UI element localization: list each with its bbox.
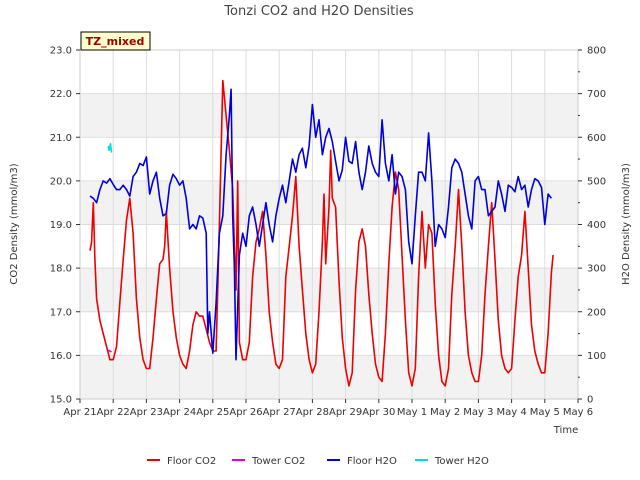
chart-title: Tonzi CO2 and H2O Densities — [223, 4, 414, 19]
y-right-tick-label: 800 — [587, 46, 606, 57]
y-left-tick-label: 18.0 — [50, 264, 72, 275]
x-tick-label: Apr 26 — [229, 407, 262, 418]
legend: Floor CO2 Tower CO2 Floor H2O Tower H2O — [147, 456, 489, 467]
y-left-tick-label: 17.0 — [50, 307, 72, 318]
y-left-tick-label: 15.0 — [50, 395, 72, 406]
y-right-tick-label: 200 — [587, 307, 606, 318]
y-left-tick-label: 19.0 — [50, 220, 72, 231]
x-tick-label: May 3 — [463, 407, 493, 418]
x-axis-label: Time — [553, 425, 578, 436]
series-lines — [89, 79, 554, 387]
x-tick-label: May 1 — [397, 407, 427, 418]
y-left-tick-label: 21.0 — [50, 133, 72, 144]
y-right-tick-label: 700 — [587, 89, 606, 100]
x-tick-label: Apr 30 — [362, 407, 395, 418]
plot-band — [80, 268, 578, 312]
plot-band — [80, 50, 578, 94]
annotation-box: TZ_mixed — [80, 31, 151, 51]
x-tick-label: Apr 24 — [163, 407, 196, 418]
x-tick-label: Apr 27 — [263, 407, 296, 418]
plot-band — [80, 355, 578, 399]
x-tick-label: May 2 — [430, 407, 460, 418]
y-left-tick-label: 16.0 — [50, 351, 72, 362]
y-right-tick-label: 100 — [587, 351, 606, 362]
x-tick-label: May 5 — [530, 407, 560, 418]
y-right-tick-label: 0 — [587, 395, 593, 406]
x-tick-label: Apr 29 — [329, 407, 362, 418]
x-tick-label: Apr 23 — [130, 407, 163, 418]
legend-label-floor-co2: Floor CO2 — [167, 456, 216, 467]
series-line-tower-h2o — [107, 143, 113, 153]
x-tick-label: May 6 — [563, 407, 593, 418]
y-right-tick-label: 500 — [587, 176, 606, 187]
legend-label-floor-h2o: Floor H2O — [347, 456, 397, 467]
y-right-tick-label: 300 — [587, 264, 606, 275]
plot-band — [80, 311, 578, 356]
x-tick-label: Apr 21 — [63, 407, 96, 418]
y-right-tick-label: 400 — [587, 220, 606, 231]
x-tick-label: Apr 28 — [296, 407, 329, 418]
plot-band — [80, 137, 578, 181]
series-line-floor-co2 — [89, 79, 554, 387]
x-tick-label: Apr 22 — [97, 407, 130, 418]
y-axis-left-label: CO2 Density (mmol/m3) — [9, 163, 20, 284]
plot-band — [80, 224, 578, 269]
legend-label-tower-co2: Tower CO2 — [251, 456, 305, 467]
annotation-label: TZ_mixed — [86, 35, 145, 48]
axes: 15.0 16.0 17.0 18.0 19.0 20.0 21.0 22.0 23.0 0 100… — [50, 46, 606, 419]
series-line-floor-h2o — [89, 88, 553, 361]
y-left-tick-label: 23.0 — [50, 46, 72, 57]
legend-label-tower-h2o: Tower H2O — [434, 456, 489, 467]
x-tick-label: Apr 25 — [196, 407, 229, 418]
x-tick-label: May 4 — [496, 407, 526, 418]
y-right-tick-label: 600 — [587, 133, 606, 144]
y-axis-right-label: H2O Density (mmol/m3) — [621, 163, 632, 285]
series-line-tower-co2 — [107, 349, 112, 353]
y-left-tick-label: 20.0 — [50, 176, 72, 187]
y-left-tick-label: 22.0 — [50, 89, 72, 100]
